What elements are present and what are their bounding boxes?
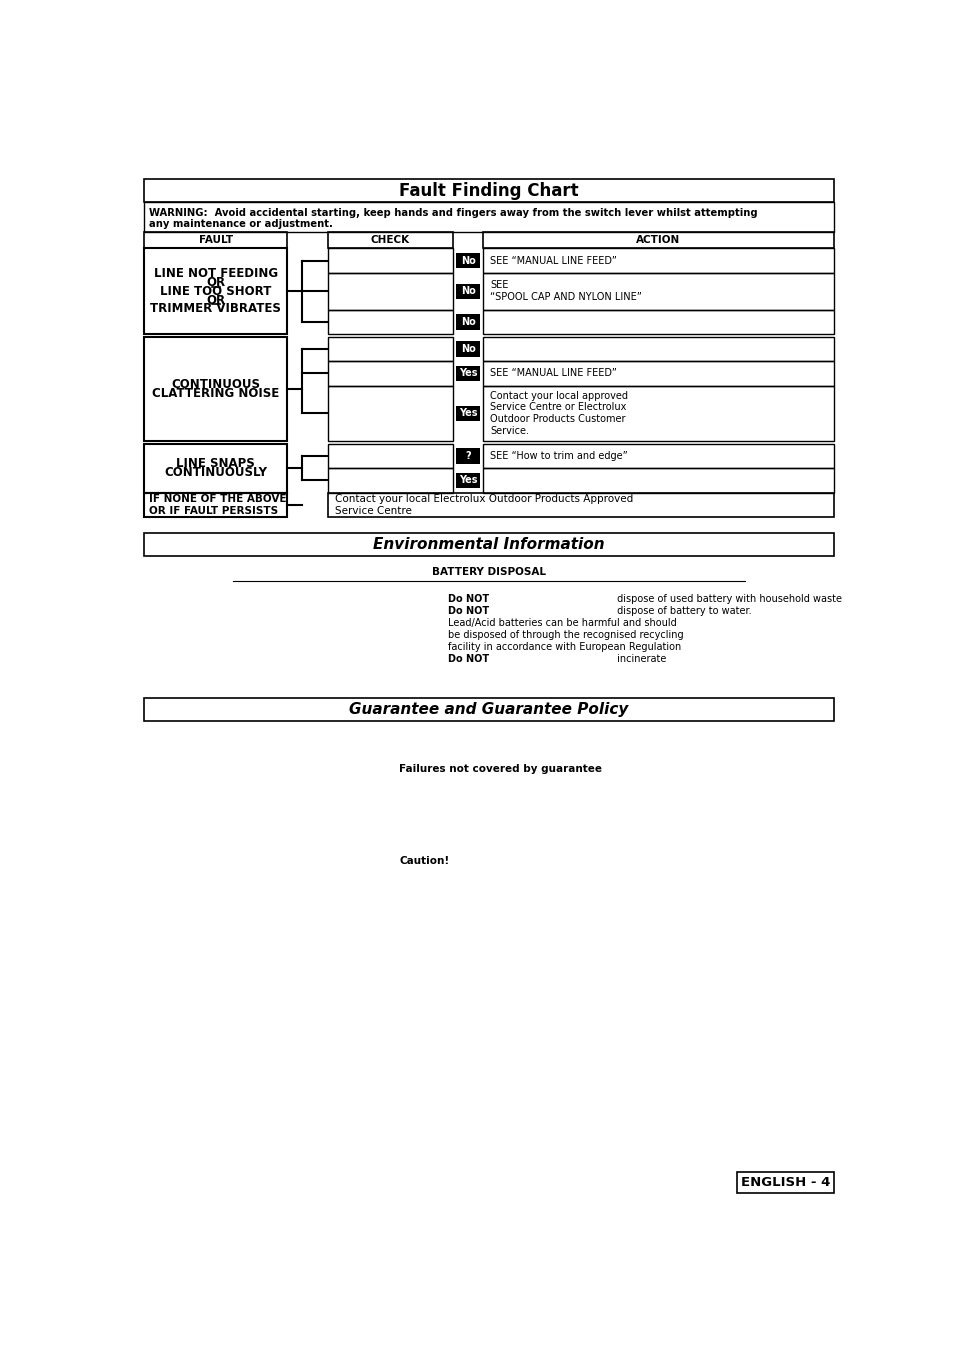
Text: FAULT: FAULT [198, 235, 233, 245]
Text: WARNING:  Avoid accidental starting, keep hands and fingers away from the switch: WARNING: Avoid accidental starting, keep… [149, 208, 757, 230]
Text: BATTERY DISPOSAL: BATTERY DISPOSAL [432, 568, 545, 577]
Bar [144, 180, 833, 203]
Bar [144, 533, 833, 556]
Bar [144, 492, 287, 518]
Text: ?: ? [465, 452, 471, 461]
Text: Do NOT: Do NOT [447, 654, 488, 664]
Bar [482, 310, 833, 334]
Bar [456, 314, 480, 330]
Bar [456, 342, 480, 357]
Bar [456, 284, 480, 299]
Text: ENGLISH - 4: ENGLISH - 4 [740, 1176, 829, 1188]
Bar [456, 406, 480, 420]
Text: Environmental Information: Environmental Information [373, 537, 604, 552]
Bar [456, 449, 480, 464]
Text: LINE TOO SHORT: LINE TOO SHORT [160, 285, 272, 297]
Text: Failures not covered by guarantee: Failures not covered by guarantee [399, 764, 601, 773]
Text: Yes: Yes [458, 476, 476, 485]
Text: SEE “How to trim and edge”: SEE “How to trim and edge” [490, 452, 628, 461]
Text: No: No [460, 287, 475, 296]
Text: Caution!: Caution! [399, 856, 449, 867]
Text: Contact your local approved
Service Centre or Electrolux
Outdoor Products Custom: Contact your local approved Service Cent… [490, 391, 628, 435]
Bar [328, 337, 453, 361]
Text: dispose of used battery with household waste: dispose of used battery with household w… [613, 595, 841, 604]
Bar [328, 273, 453, 310]
Text: No: No [460, 256, 475, 265]
Text: OR: OR [206, 276, 225, 289]
Bar [328, 310, 453, 334]
Text: CONTINUOUSLY: CONTINUOUSLY [164, 466, 267, 479]
Bar [144, 203, 833, 231]
Text: No: No [460, 345, 475, 354]
Text: TRIMMER VIBRATES: TRIMMER VIBRATES [151, 303, 281, 315]
Text: ACTION: ACTION [636, 235, 679, 245]
Bar [482, 337, 833, 361]
Bar [328, 249, 453, 273]
Text: Fault Finding Chart: Fault Finding Chart [398, 181, 578, 200]
Bar [456, 473, 480, 488]
Text: SEE “MANUAL LINE FEED”: SEE “MANUAL LINE FEED” [490, 368, 617, 379]
Text: dispose of battery to water.: dispose of battery to water. [613, 606, 750, 617]
Text: No: No [460, 316, 475, 327]
Bar [328, 492, 833, 518]
Text: LINE SNAPS: LINE SNAPS [176, 457, 254, 470]
Bar [736, 1172, 833, 1192]
Text: CLATTERING NOISE: CLATTERING NOISE [152, 387, 279, 400]
Text: SEE “MANUAL LINE FEED”: SEE “MANUAL LINE FEED” [490, 256, 617, 265]
Text: Guarantee and Guarantee Policy: Guarantee and Guarantee Policy [349, 702, 628, 717]
Text: Do NOT: Do NOT [447, 595, 488, 604]
Text: incinerate: incinerate [613, 654, 665, 664]
Text: facility in accordance with European Regulation: facility in accordance with European Reg… [447, 642, 680, 652]
Text: IF NONE OF THE ABOVE
OR IF FAULT PERSISTS: IF NONE OF THE ABOVE OR IF FAULT PERSIST… [149, 493, 286, 515]
Text: LINE NOT FEEDING: LINE NOT FEEDING [153, 266, 277, 280]
Bar [144, 443, 287, 492]
Text: OR: OR [206, 293, 225, 307]
Bar [144, 337, 287, 441]
Bar [482, 468, 833, 492]
Bar [144, 249, 287, 334]
Bar [456, 365, 480, 381]
Text: Do NOT: Do NOT [447, 606, 488, 617]
Bar [482, 231, 833, 249]
Bar [482, 273, 833, 310]
Bar [482, 443, 833, 468]
Bar [144, 231, 287, 249]
Text: Lead/Acid batteries can be harmful and should: Lead/Acid batteries can be harmful and s… [447, 618, 676, 629]
Bar [328, 468, 453, 492]
Bar [144, 698, 833, 721]
Text: CHECK: CHECK [371, 235, 410, 245]
Bar [456, 253, 480, 268]
Text: Yes: Yes [458, 408, 476, 418]
Text: be disposed of through the recognised recycling: be disposed of through the recognised re… [447, 630, 682, 639]
Bar [482, 361, 833, 385]
Bar [482, 249, 833, 273]
Bar [328, 443, 453, 468]
Text: Contact your local Electrolux Outdoor Products Approved
Service Centre: Contact your local Electrolux Outdoor Pr… [335, 493, 633, 515]
Bar [328, 385, 453, 441]
Text: SEE
“SPOOL CAP AND NYLON LINE”: SEE “SPOOL CAP AND NYLON LINE” [490, 280, 641, 301]
Bar [482, 385, 833, 441]
Bar [328, 231, 453, 249]
Bar [328, 361, 453, 385]
Text: CONTINUOUS: CONTINUOUS [171, 379, 260, 391]
Text: Yes: Yes [458, 368, 476, 379]
